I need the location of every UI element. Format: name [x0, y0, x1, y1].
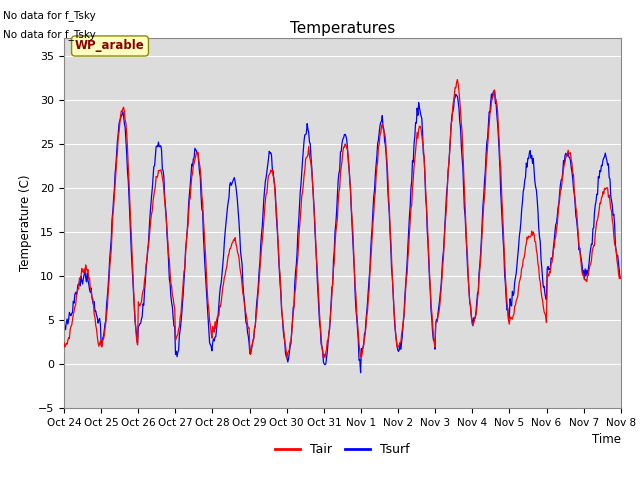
Text: WP_arable: WP_arable — [75, 39, 145, 52]
Tair — [454, 77, 461, 83]
Tair — [214, 314, 221, 320]
Line: Tsurf: Tsurf — [64, 92, 621, 373]
Tsurf — [184, 217, 192, 223]
Tsurf — [127, 250, 135, 256]
Text: No data for f_Tsky: No data for f_Tsky — [3, 10, 96, 21]
Tsurf — [70, 300, 78, 306]
Text: No data for f_Tsky: No data for f_Tsky — [3, 29, 96, 40]
Tair — [428, 301, 435, 307]
Tair — [411, 156, 419, 162]
Y-axis label: Temperature (C): Temperature (C) — [19, 175, 33, 272]
Tsurf — [411, 134, 419, 140]
Tsurf — [428, 308, 435, 313]
Line: Tair: Tair — [64, 80, 621, 358]
Tsurf — [356, 370, 364, 376]
Tair — [127, 233, 135, 239]
Legend: Tair, Tsurf: Tair, Tsurf — [270, 438, 415, 461]
Tair — [617, 274, 625, 279]
Tair — [70, 309, 78, 314]
Tsurf — [617, 275, 625, 281]
X-axis label: Time: Time — [592, 433, 621, 446]
Tair — [184, 223, 192, 228]
Tsurf — [60, 327, 68, 333]
Tsurf — [214, 319, 221, 324]
Title: Temperatures: Temperatures — [290, 21, 395, 36]
Tair — [283, 355, 291, 361]
Tair — [60, 340, 68, 346]
Tsurf — [490, 89, 498, 95]
